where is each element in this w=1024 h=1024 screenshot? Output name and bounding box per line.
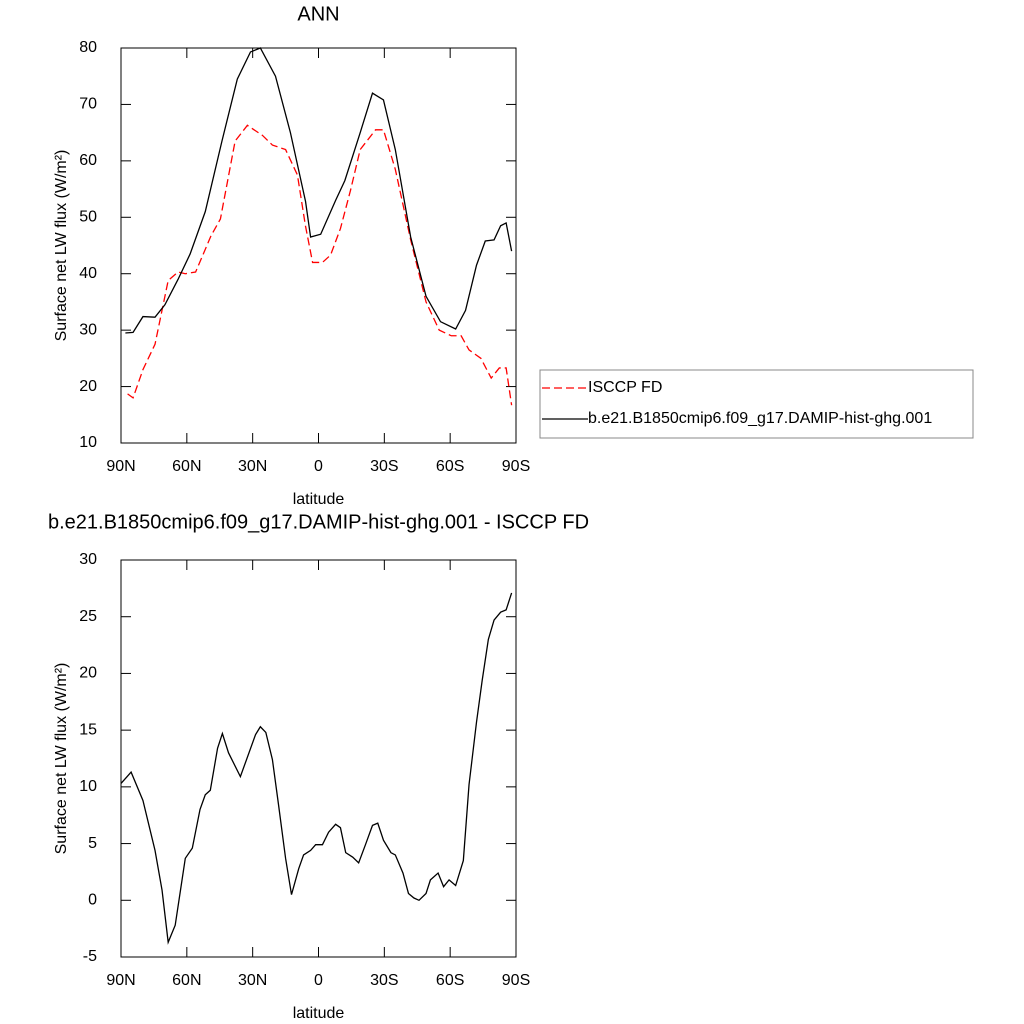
x-tick-label: 30S [370, 972, 398, 989]
x-tick-label: 90S [502, 458, 530, 475]
x-tick-label: 90N [106, 972, 135, 989]
y-tick-label: -5 [83, 948, 97, 965]
x-tick-label: 30N [238, 972, 267, 989]
x-tick-label: 60S [436, 458, 464, 475]
plot-frame [120, 47, 517, 444]
x-tick-label: 30N [238, 458, 267, 475]
x-tick-label: 60N [172, 972, 201, 989]
chart-title: b.e21.B1850cmip6.f09_g17.DAMIP-hist-ghg.… [48, 511, 589, 533]
series-line [127, 124, 513, 406]
y-tick-label: 60 [79, 152, 97, 169]
legend-label: b.e21.B1850cmip6.f09_g17.DAMIP-hist-ghg.… [588, 410, 932, 427]
y-tick-label: 25 [79, 608, 97, 625]
x-tick-label: 0 [314, 458, 323, 475]
x-tick-label: 30S [370, 458, 398, 475]
y-tick-label: 40 [79, 265, 97, 282]
x-tick-label: 60N [172, 458, 201, 475]
x-tick-label: 90S [502, 972, 530, 989]
legend-label: ISCCP FD [588, 379, 662, 396]
y-axis-label: Surface net LW flux (W/m²) [53, 663, 70, 855]
y-tick-label: 20 [79, 378, 97, 395]
difference-line [120, 592, 513, 945]
x-axis-label: latitude [293, 1005, 345, 1022]
chart-title: ANN [297, 3, 339, 25]
y-tick-label: 70 [79, 96, 97, 113]
series-line [125, 47, 513, 334]
y-tick-label: 5 [88, 835, 97, 852]
y-tick-label: 15 [79, 721, 97, 738]
y-tick-label: 50 [79, 209, 97, 226]
x-tick-label: 60S [436, 972, 464, 989]
legend-box [539, 369, 974, 439]
y-tick-label: 10 [79, 434, 97, 451]
x-tick-label: 0 [314, 972, 323, 989]
y-tick-label: 20 [79, 665, 97, 682]
x-tick-label: 90N [106, 458, 135, 475]
y-tick-label: 0 [88, 892, 97, 909]
plot-frame [120, 559, 517, 958]
y-tick-label: 30 [79, 321, 97, 338]
y-axis-label: Surface net LW flux (W/m²) [53, 150, 70, 342]
y-tick-label: 80 [79, 39, 97, 56]
y-tick-label: 10 [79, 778, 97, 795]
y-tick-label: 30 [79, 551, 97, 568]
x-axis-label: latitude [293, 491, 345, 508]
